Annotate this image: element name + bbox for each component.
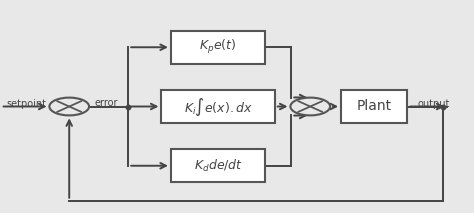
Text: setpoint: setpoint (6, 99, 46, 109)
Circle shape (291, 98, 330, 115)
Circle shape (49, 98, 89, 115)
FancyBboxPatch shape (171, 31, 265, 64)
Text: $K_i\int e(x).dx$: $K_i\int e(x).dx$ (183, 95, 253, 118)
FancyBboxPatch shape (171, 149, 265, 182)
FancyBboxPatch shape (161, 90, 275, 123)
Text: Plant: Plant (356, 99, 392, 114)
Text: $K_dde/dt$: $K_dde/dt$ (193, 158, 243, 174)
Text: output: output (418, 99, 450, 109)
Text: $K_pe(t)$: $K_pe(t)$ (200, 38, 237, 56)
Text: error: error (94, 98, 118, 108)
FancyBboxPatch shape (341, 90, 407, 123)
